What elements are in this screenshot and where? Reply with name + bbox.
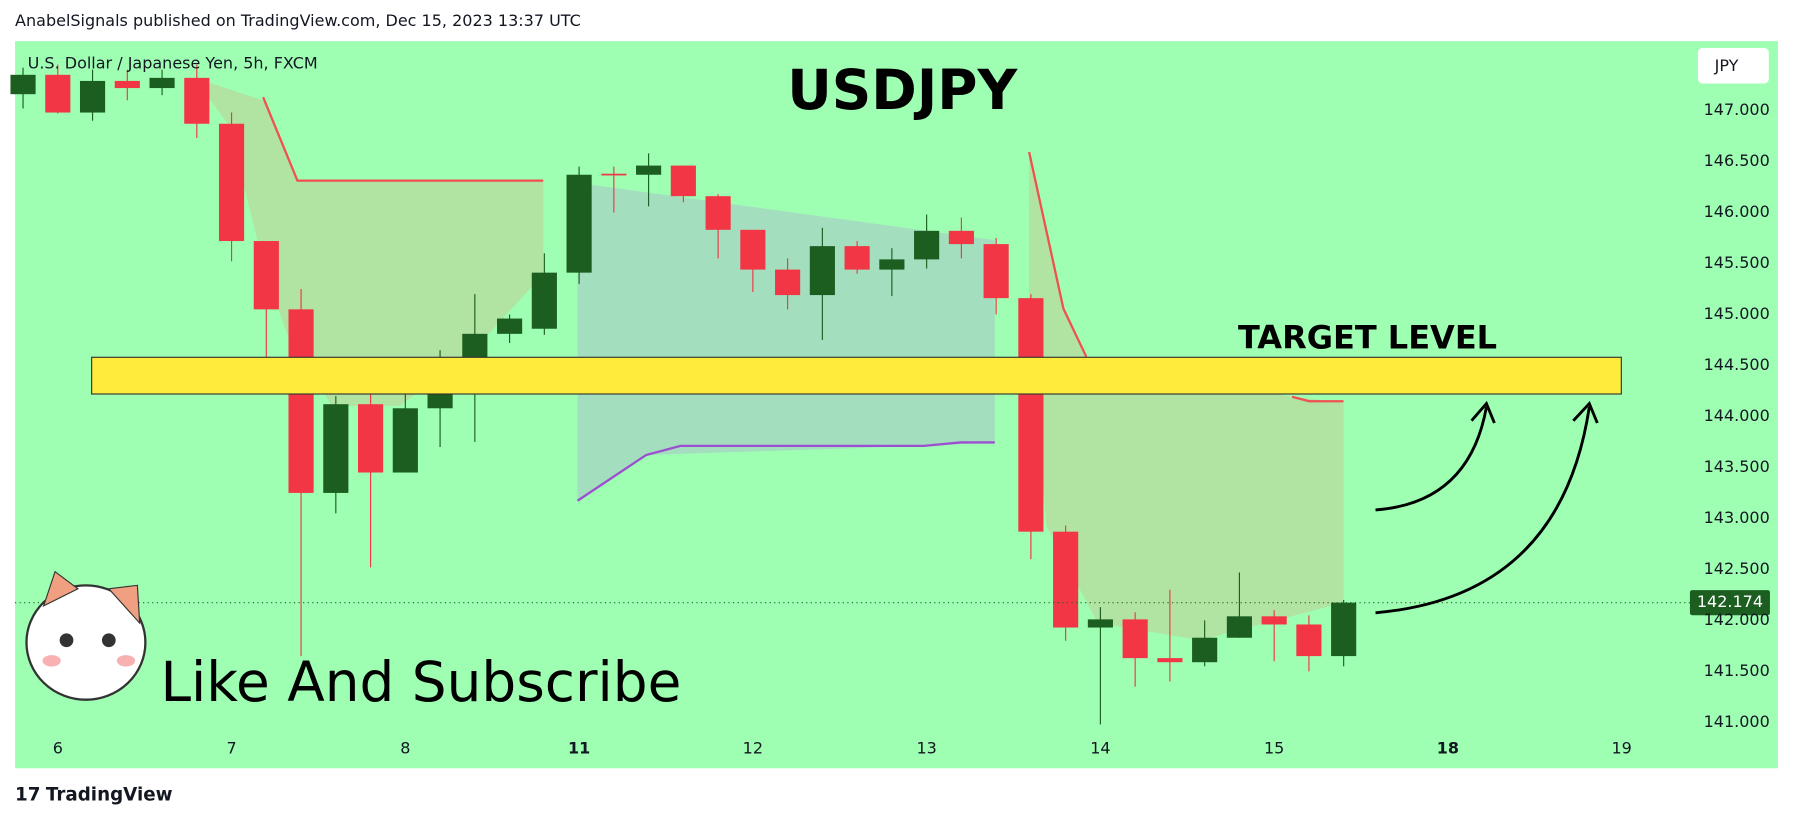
candle-body [1087,619,1113,628]
last-price-label: 142.174 [1697,592,1763,611]
symbol-label: U.S. Dollar / Japanese Yen, 5h, FXCM [28,54,318,73]
candle-body [983,244,1009,299]
cat-cheek [42,655,61,667]
x-tick-label: 15 [1264,738,1284,757]
publisher-header: AnabelSignals published on TradingView.c… [15,11,581,30]
candle-body [392,408,418,473]
candle-body [497,318,523,334]
chart-title: USDJPY [787,58,1018,122]
candle-body [1122,619,1148,659]
candle-body [45,74,71,113]
candle-body [1157,658,1183,663]
x-tick-label: 12 [743,738,763,757]
candle-body [531,272,557,329]
candle-body [705,196,731,230]
cat-ear [107,584,141,625]
annotation: TARGET LEVEL [1238,319,1497,357]
candles [10,64,1357,725]
y-tick-label: 141.000 [1704,712,1770,731]
candle-body [184,77,210,124]
trend-line [1291,395,1344,403]
candle-body [10,74,36,95]
y-tick-label: 147.000 [1704,100,1770,119]
candle-body [670,165,696,197]
candle-body [288,309,314,493]
currency: JPY [1714,56,1739,75]
y-tick-label: 142.000 [1704,610,1770,629]
candle-body [1018,298,1044,532]
candle-body [323,404,349,493]
shaded-area [1029,154,1344,641]
candle-body [218,123,245,242]
candle-body [114,80,140,89]
shaded-area [194,77,544,406]
y-tick-label: 143.000 [1704,508,1770,527]
mascot [25,570,147,701]
x-tick-label: 7 [226,738,236,757]
candle-body [601,173,627,176]
trend-line [262,96,544,182]
candle-body [879,259,905,270]
arrow-head [1470,400,1496,424]
candle-body [775,269,801,296]
cat-cheek [116,655,136,667]
y-tick-label: 142.500 [1704,559,1770,578]
x-tick-label: 11 [568,738,590,757]
candle-body [253,241,279,310]
trend-line [576,441,995,502]
y-tick-label: 145.000 [1704,304,1770,323]
candle-body [358,404,384,473]
arrow-head [1572,400,1599,424]
cat-face [25,584,147,701]
logo-icon: 17 [15,785,40,806]
candle-body [1261,616,1287,625]
candle-body [844,246,870,270]
footer-logo: TradingView [46,785,173,806]
x-tick-label: 6 [53,738,63,757]
arrows [1375,400,1599,615]
arrow [1375,406,1591,615]
candle-body [1296,624,1322,657]
candle-body [79,80,106,113]
y-tick-label: 144.500 [1704,355,1770,374]
x-tick-label: 8 [400,738,410,757]
cat-eye [101,633,116,648]
x-tick-label: 14 [1090,738,1110,757]
indicator-areas [194,77,1344,641]
trend-line [1028,151,1088,358]
arrow [1375,406,1488,512]
candle-body [566,174,592,273]
currency-box [1697,48,1769,84]
candle-body [914,230,940,260]
candle-body [636,165,662,175]
candle-body [1053,531,1079,628]
candle-body [809,246,835,296]
y-tick-label: 144.000 [1704,406,1770,425]
cat-ear [42,570,80,608]
y-tick-label: 146.000 [1704,202,1770,221]
last-price-box [1689,590,1770,616]
candle-body [740,229,766,270]
x-tick-label: 18 [1437,738,1459,757]
candle-body [1226,616,1252,638]
x-tick-label: 19 [1612,738,1632,757]
candle-body [1192,637,1218,663]
target-zone [91,356,1622,395]
annotation: Like And Subscribe [160,650,681,714]
cat-eye [59,633,74,648]
candle-body [1331,602,1357,657]
y-tick-label: 145.500 [1704,253,1770,272]
x-tick-label: 13 [916,738,936,757]
candle-body [948,230,974,245]
y-tick-label: 141.500 [1704,661,1770,680]
candle-body [149,77,175,89]
y-tick-label: 146.500 [1704,151,1770,170]
overlay: 142.174 [15,356,1770,616]
y-tick-label: 143.500 [1704,457,1770,476]
